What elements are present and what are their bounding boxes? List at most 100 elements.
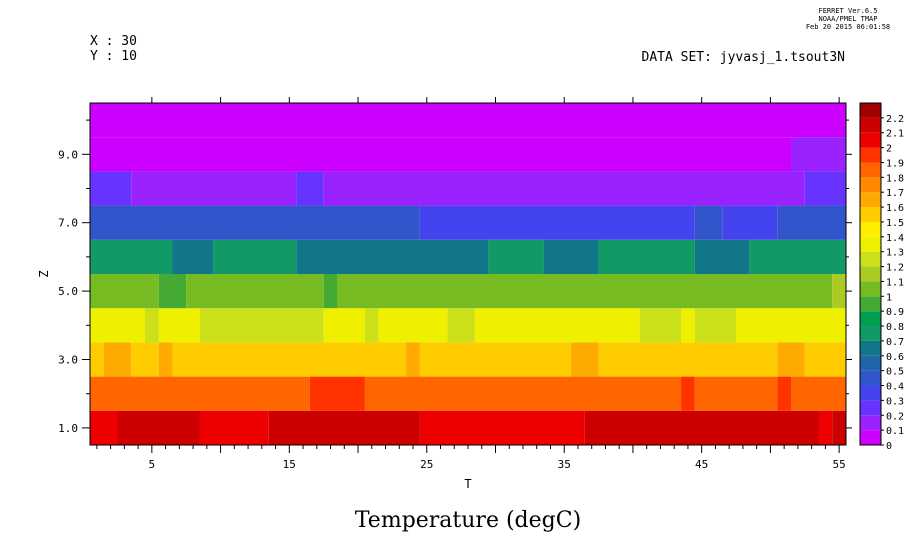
heatmap-cell (681, 308, 695, 343)
heatmap-cell (598, 342, 778, 377)
heatmap-cell (694, 239, 750, 274)
heatmap-cell (639, 308, 682, 343)
x-axis: 5 15 25 35 45 55 (96, 97, 846, 471)
colorbar-swatch (860, 430, 881, 445)
heatmap-cell (818, 410, 833, 445)
y-tick-label: 5.0 (58, 285, 78, 298)
colorbar-swatch (860, 296, 881, 312)
heatmap-cell (447, 308, 475, 343)
colorbar-swatch (860, 415, 881, 431)
colorbar-swatch (860, 370, 881, 386)
heatmap-cell (598, 239, 695, 274)
heatmap-cell (419, 342, 572, 377)
heatmap-cell (158, 342, 173, 377)
colorbar-label: 0.3 (886, 396, 904, 407)
colorbar-label: 1.1 (886, 277, 904, 288)
heatmap-cell (213, 239, 297, 274)
colorbar-label: 1.4 (886, 233, 904, 244)
heatmap-cell (736, 308, 846, 343)
heatmap-cell (777, 342, 805, 377)
heatmap-cell (158, 274, 187, 309)
y-axis: 1.0 3.0 5.0 7.0 9.0 (58, 119, 852, 435)
heatmap-cell (90, 376, 310, 411)
ferret-version-label: FERRET Ver.6.5 (818, 7, 877, 15)
heatmap-cell (804, 342, 846, 377)
heatmap-cell (419, 205, 695, 240)
heatmap-cell (309, 376, 365, 411)
colorbar: 0 0.1 0.2 0.3 0.4 0.5 0.6 0.7 0.8 0.9 1 1.1 1.2 1.3 1.… (859, 102, 904, 452)
heatmap-cell (419, 410, 585, 445)
colorbar-label: 2 (886, 144, 892, 155)
colorbar-label: 0.4 (886, 382, 904, 393)
y-tick-label: 7.0 (58, 217, 78, 230)
colorbar-label: 1.9 (886, 158, 904, 169)
colorbar-label: 0.5 (886, 367, 904, 378)
heatmap-cell (90, 171, 132, 206)
heatmap-cell (694, 205, 723, 240)
x-axis-label: T (464, 477, 471, 491)
heatmap-cell (694, 308, 737, 343)
colorbar-label: 2.1 (886, 129, 904, 140)
colorbar-swatch (860, 221, 881, 237)
colorbar-swatch (860, 266, 881, 282)
heatmap-cell (323, 274, 338, 309)
colorbar-swatch (860, 340, 881, 356)
heatmap-cell (488, 239, 544, 274)
heatmap-cell (832, 274, 846, 309)
heatmap-cell (378, 308, 448, 343)
heatmap-cell (364, 376, 682, 411)
heatmap-cell (296, 171, 324, 206)
heatmap-cell (90, 103, 846, 138)
colorbar-swatch (860, 385, 881, 401)
colorbar-label: 1.5 (886, 218, 904, 229)
heatmap-cell (268, 410, 420, 445)
colorbar-swatch (860, 103, 881, 118)
x-tick-label: 15 (283, 458, 296, 471)
colorbar-label: 1.2 (886, 263, 904, 274)
x-tick-label: 55 (833, 458, 846, 471)
colorbar-swatch (860, 192, 881, 208)
colorbar-swatch (860, 281, 881, 297)
heatmap-cell (364, 308, 379, 343)
colorbar-swatch (860, 117, 881, 133)
y-axis-label: Z (37, 270, 51, 277)
x-tick-label: 5 (149, 458, 156, 471)
ferret-org-label: NOAA/PMEL TMAP (818, 15, 877, 23)
colorbar-swatch (860, 251, 881, 267)
heatmap-cell (158, 308, 200, 343)
heatmap-cell (296, 239, 489, 274)
colorbar-label: 1.3 (886, 248, 904, 259)
colorbar-swatch (860, 236, 881, 252)
heatmap-cell (694, 376, 778, 411)
heatmap-cell (323, 171, 805, 206)
y-tick-label: 3.0 (58, 354, 78, 367)
heatmap-cell (90, 274, 159, 309)
colorbar-swatch (860, 311, 881, 327)
dataset-label: DATA SET: jyvasj_1.tsout3N (642, 50, 846, 65)
colorbar-label: 0.7 (886, 337, 904, 348)
heatmap-cells (90, 103, 846, 445)
heatmap-cell (749, 239, 846, 274)
heatmap-cell (199, 308, 324, 343)
heatmap-cell (337, 274, 833, 309)
colorbar-swatch (860, 207, 881, 222)
heatmap-cell (131, 171, 297, 206)
colorbar-label: 0 (886, 441, 892, 452)
heatmap-cell (791, 376, 846, 411)
heatmap-cell (832, 410, 846, 445)
heatmap-cell (131, 342, 159, 377)
heatmap-cell (543, 239, 599, 274)
chart-title: Temperature (degC) (355, 508, 581, 533)
colorbar-label: 0.6 (886, 352, 904, 363)
heatmap-cell (199, 410, 269, 445)
heatmap-cell (681, 376, 695, 411)
y-tick-label: 9.0 (58, 148, 78, 161)
y-tick-label: 1.0 (58, 422, 78, 435)
ferret-date-label: Feb 20 2015 06:01:58 (806, 23, 890, 31)
heatmap-cell (90, 308, 145, 343)
colorbar-swatch (860, 355, 881, 371)
heatmap-cell (90, 342, 104, 377)
colorbar-swatch (860, 147, 881, 163)
x-tick-label: 45 (695, 458, 708, 471)
